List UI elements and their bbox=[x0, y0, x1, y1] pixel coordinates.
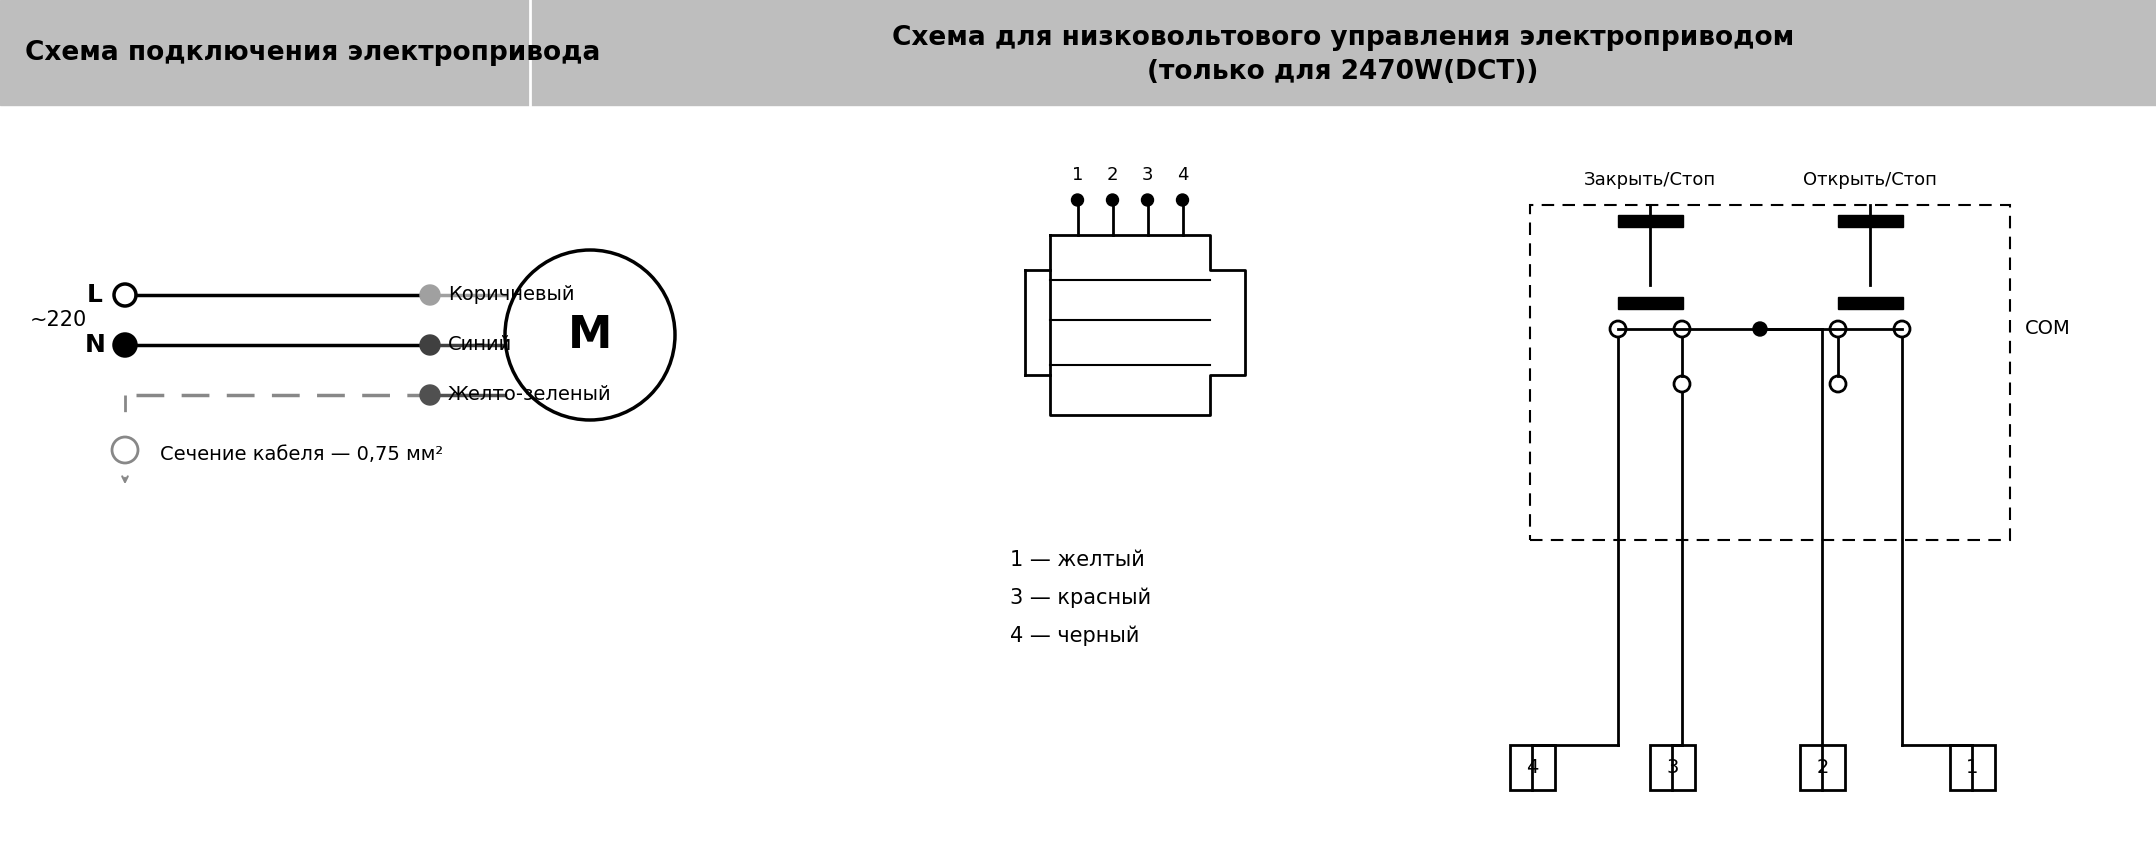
Text: Схема для низковольтового управления электроприводом: Схема для низковольтового управления эле… bbox=[893, 25, 1794, 51]
Text: 1: 1 bbox=[1072, 166, 1082, 184]
Text: Синий: Синий bbox=[448, 335, 513, 354]
Bar bbox=[1509, 745, 1554, 790]
Text: 1 — желтый: 1 — желтый bbox=[1009, 550, 1145, 570]
Text: 3: 3 bbox=[1143, 166, 1153, 184]
Text: 2: 2 bbox=[1815, 758, 1828, 777]
Text: Схема подключения электропривода: Схема подключения электропривода bbox=[26, 40, 599, 66]
Bar bbox=[0, 0, 2156, 105]
Text: Открыть/Стоп: Открыть/Стоп bbox=[1802, 171, 1936, 189]
Bar bbox=[1649, 745, 1695, 790]
Text: 3: 3 bbox=[1667, 758, 1680, 777]
Bar bbox=[1617, 215, 1684, 227]
Text: (только для 2470W(DCT)): (только для 2470W(DCT)) bbox=[1147, 59, 1539, 85]
Circle shape bbox=[1072, 194, 1084, 206]
Text: ~220: ~220 bbox=[30, 310, 86, 330]
Circle shape bbox=[420, 385, 440, 405]
Text: Желто-зеленый: Желто-зеленый bbox=[448, 386, 612, 404]
Circle shape bbox=[420, 285, 440, 305]
Circle shape bbox=[114, 334, 136, 356]
Text: 1: 1 bbox=[1966, 758, 1979, 777]
Text: N: N bbox=[84, 333, 106, 357]
Circle shape bbox=[1141, 194, 1153, 206]
Circle shape bbox=[1177, 194, 1188, 206]
Bar bbox=[1531, 205, 2009, 540]
Bar bbox=[1800, 745, 1846, 790]
Bar bbox=[1839, 297, 1904, 309]
Text: М: М bbox=[567, 313, 612, 356]
Text: 4: 4 bbox=[1177, 166, 1188, 184]
Text: 4: 4 bbox=[1526, 758, 1539, 777]
Text: 4 — черный: 4 — черный bbox=[1009, 626, 1138, 647]
Bar bbox=[1839, 215, 1904, 227]
Bar bbox=[1617, 297, 1684, 309]
Text: L: L bbox=[86, 283, 103, 307]
Circle shape bbox=[1753, 322, 1768, 336]
Text: 3 — красный: 3 — красный bbox=[1009, 588, 1151, 608]
Text: Коричневый: Коричневый bbox=[448, 285, 573, 305]
Text: 2: 2 bbox=[1106, 166, 1119, 184]
Circle shape bbox=[420, 335, 440, 355]
Bar bbox=[1949, 745, 1994, 790]
Text: Сечение кабеля — 0,75 мм²: Сечение кабеля — 0,75 мм² bbox=[160, 445, 444, 465]
Circle shape bbox=[1106, 194, 1119, 206]
Text: Закрыть/Стоп: Закрыть/Стоп bbox=[1585, 171, 1716, 189]
Text: COM: COM bbox=[2024, 319, 2070, 338]
